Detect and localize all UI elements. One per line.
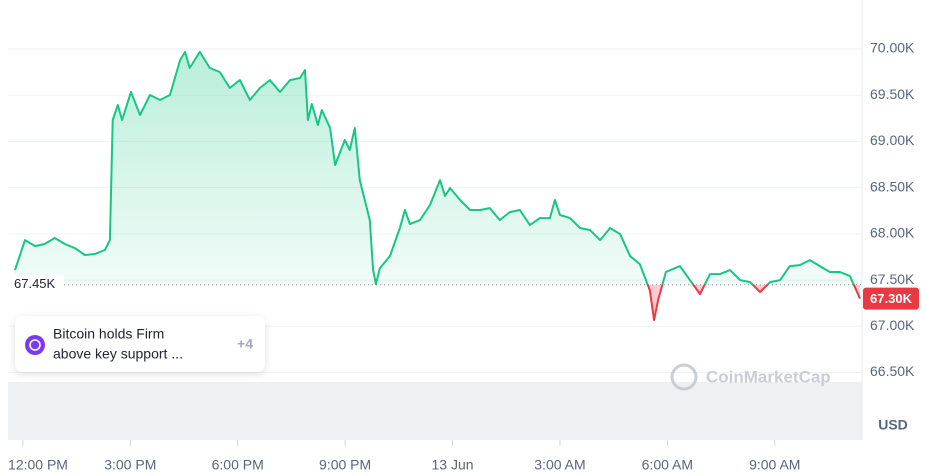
- price-line: [14, 50, 861, 322]
- news-card-bg: [15, 316, 265, 372]
- news-card[interactable]: Bitcoin holds Firm above key support ...…: [15, 316, 265, 372]
- y-tick-label: 68.00K: [870, 225, 915, 241]
- x-tick-label: 6:00 AM: [642, 457, 693, 473]
- reference-label-bg: [8, 274, 64, 295]
- y-tick-label: 69.50K: [870, 86, 915, 102]
- news-line: Bitcoin holds Firm: [53, 326, 164, 342]
- reference-label: 67.45K: [14, 276, 56, 291]
- watermark-logo: [670, 363, 698, 391]
- x-tick-label: 12:00 PM: [8, 457, 68, 473]
- watermark: CoinMarketCap: [670, 363, 831, 391]
- news-icon-clock: [29, 339, 41, 351]
- x-tick-label: 3:00 PM: [104, 457, 156, 473]
- y-tick-label: 68.50K: [870, 178, 915, 194]
- news-line: above key support ...: [53, 346, 183, 362]
- x-tick-label: 9:00 AM: [749, 457, 800, 473]
- current-price-tag: [863, 287, 919, 310]
- price-area: [15, 51, 860, 321]
- y-tick-label: 69.00K: [870, 132, 915, 148]
- y-tick-label: 67.50K: [870, 271, 915, 287]
- watermark-text: CoinMarketCap: [706, 367, 831, 386]
- volume-area: [8, 382, 862, 440]
- y-tick-label: 70.00K: [870, 40, 915, 56]
- y-tick-label: 67.00K: [870, 317, 915, 333]
- x-tick-label: 6:00 PM: [212, 457, 264, 473]
- current-price-label: 67.30K: [870, 291, 913, 306]
- x-tick-label: 13 Jun: [432, 457, 474, 473]
- y-unit: USD: [878, 417, 908, 433]
- news-more[interactable]: +4: [237, 336, 253, 352]
- x-tick-label: 9:00 PM: [319, 457, 371, 473]
- x-tick-label: 3:00 AM: [534, 457, 585, 473]
- news-icon: [25, 335, 45, 355]
- y-tick-label: 66.50K: [870, 363, 915, 379]
